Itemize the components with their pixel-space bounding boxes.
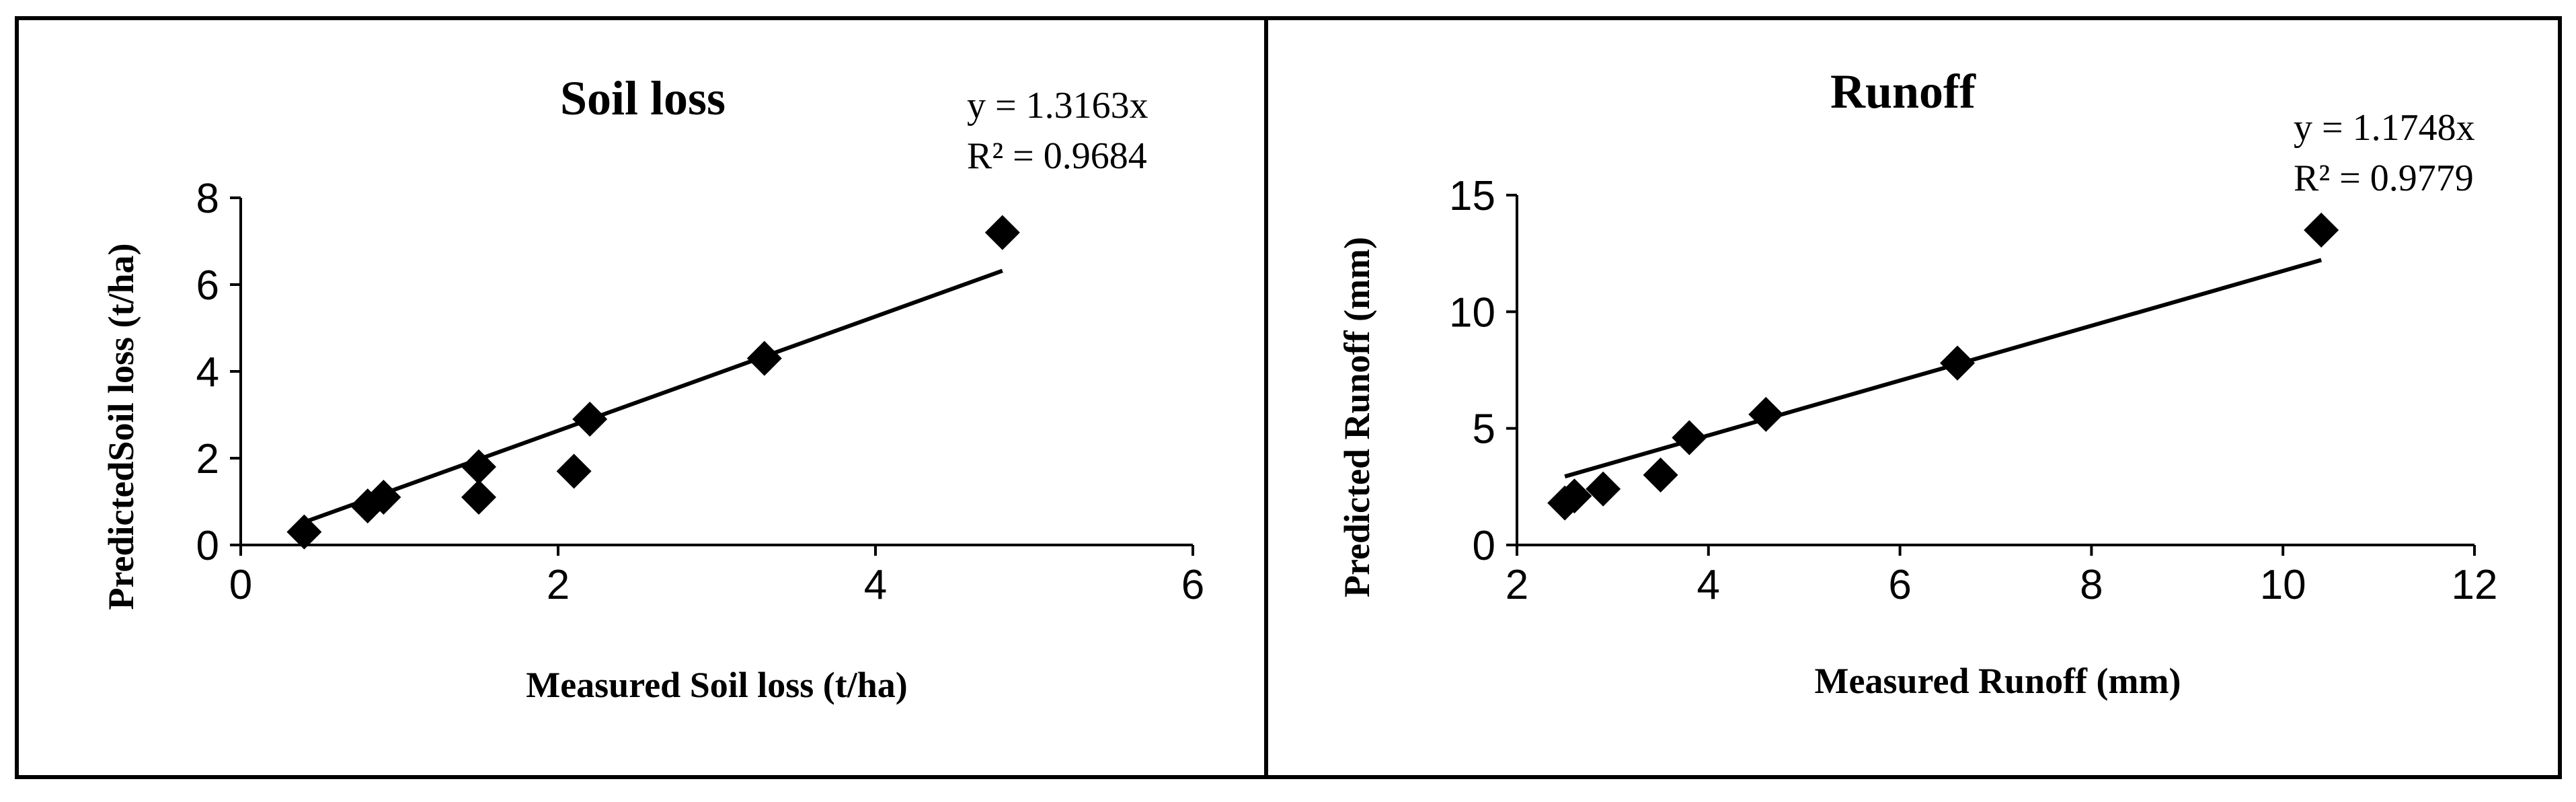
y-axis-title: PredictedSoil loss (t/ha) [101, 244, 141, 610]
r-squared-label: R² = 0.9684 [967, 135, 1147, 177]
chart-title: Runoff [1830, 65, 1976, 118]
data-point [984, 215, 1020, 250]
data-point [1940, 345, 1976, 381]
x-axis-title: Measured Soil loss (t/ha) [526, 665, 908, 705]
data-point [556, 453, 592, 489]
data-point [2304, 213, 2339, 248]
runoff-chart-panel: Runoff y = 1.1748x R² = 0.9779 Measured … [1264, 16, 2562, 779]
data-point [461, 449, 496, 484]
y-tick-label: 4 [196, 349, 219, 396]
x-tick-label: 10 [2260, 562, 2306, 608]
x-tick-label: 0 [229, 562, 252, 608]
data-point [286, 514, 322, 550]
y-tick-label: 8 [196, 176, 219, 222]
x-tick-label: 4 [1697, 562, 1720, 608]
data-point [572, 401, 608, 437]
runoff-chart: Runoff y = 1.1748x R² = 0.9779 Measured … [1337, 65, 2498, 701]
y-tick-label: 0 [196, 523, 219, 569]
x-tick-label: 12 [2452, 562, 2498, 608]
data-point [746, 340, 782, 376]
trendline [303, 268, 1003, 524]
y-tick-label: 5 [1473, 406, 1495, 453]
y-axis-title: Predicted Runoff (mm) [1337, 237, 1377, 597]
y-tick-label: 6 [196, 262, 219, 309]
x-tick-label: 6 [1888, 562, 1911, 608]
x-tick-label: 6 [1181, 562, 1204, 608]
y-tick-label: 15 [1449, 173, 1495, 219]
data-point [461, 480, 496, 515]
data-point [1586, 471, 1621, 507]
data-point [1748, 396, 1784, 432]
y-tick-label: 0 [1473, 523, 1495, 569]
soil-loss-chart-panel: Soil loss y = 1.3163x R² = 0.9684 Measur… [15, 16, 1272, 779]
data-point [1643, 458, 1678, 493]
data-point [1672, 420, 1707, 455]
trendline-equation: y = 1.1748x [2294, 107, 2475, 149]
y-tick-label: 10 [1449, 289, 1495, 336]
y-tick-label: 2 [196, 436, 219, 482]
trendline-equation: y = 1.3163x [967, 85, 1148, 126]
x-tick-label: 2 [1506, 562, 1528, 608]
chart-title: Soil loss [560, 71, 726, 125]
r-squared-label: R² = 0.9779 [2294, 157, 2474, 199]
x-tick-label: 4 [864, 562, 887, 608]
x-tick-label: 2 [547, 562, 570, 608]
soil-loss-chart: Soil loss y = 1.3163x R² = 0.9684 Measur… [101, 71, 1204, 705]
x-axis-title: Measured Runoff (mm) [1815, 661, 2181, 701]
x-tick-label: 8 [2080, 562, 2103, 608]
data-point [366, 480, 401, 515]
data-point [1557, 478, 1592, 514]
